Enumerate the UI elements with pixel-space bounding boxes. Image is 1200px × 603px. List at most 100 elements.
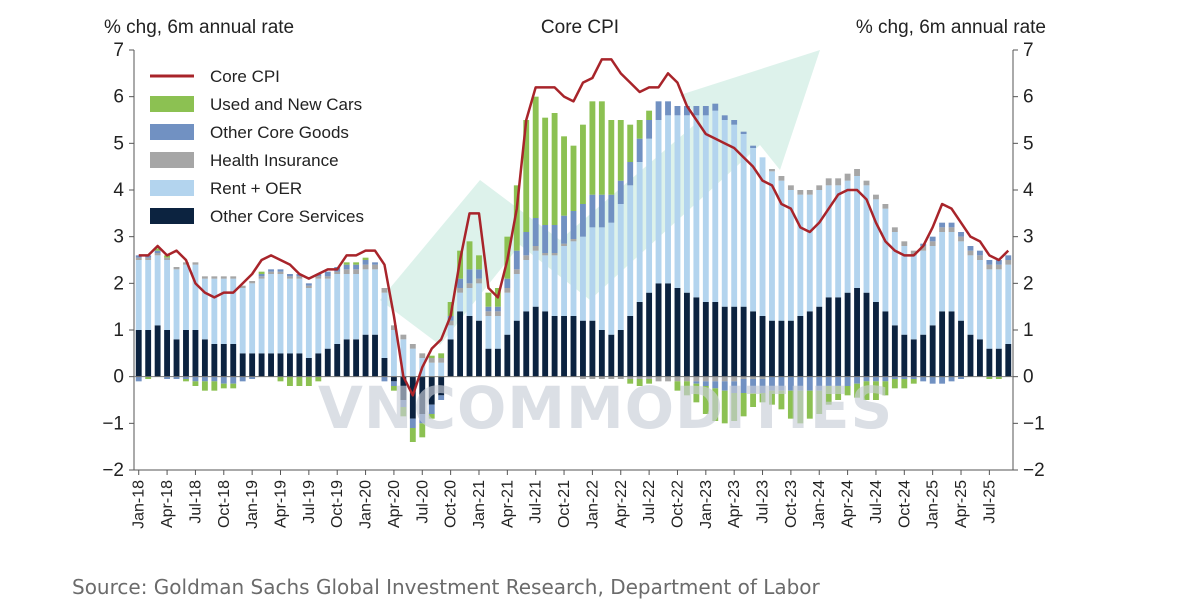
bar-health-insurance <box>854 169 860 176</box>
bar-rent-oer <box>986 269 993 349</box>
bar-other-core-goods <box>598 194 605 228</box>
x-tick-label: Apr-18 <box>159 480 176 528</box>
bar-health-insurance <box>920 246 927 251</box>
bar-other-core-services <box>995 348 1002 377</box>
bar-other-core-services <box>854 288 860 377</box>
bar-health-insurance <box>910 250 917 256</box>
bar-used-and-new-cars-negative <box>769 390 775 405</box>
bar-health-insurance <box>400 334 407 340</box>
bar-rent-oer <box>721 120 728 307</box>
watermark-arrow-icon <box>380 50 820 345</box>
bar-health-insurance <box>787 185 794 190</box>
bar-rent-oer <box>598 227 605 330</box>
bar-other-core-goods-negative <box>230 376 237 384</box>
bar-health-insurance <box>164 257 171 260</box>
bar-other-core-goods-negative <box>825 376 832 386</box>
bar-rent-oer <box>258 278 265 354</box>
bar-other-core-services <box>305 358 312 377</box>
bar-other-core-goods <box>542 225 549 253</box>
bar-rent-oer <box>447 325 454 340</box>
bar-used-and-new-cars-negative <box>305 376 312 386</box>
bar-health-insurance <box>948 227 955 232</box>
bar-used-and-new-cars <box>561 136 567 216</box>
bar-health-insurance <box>1005 260 1012 265</box>
bar-used-and-new-cars <box>362 257 369 260</box>
bar-used-and-new-cars <box>258 271 265 274</box>
y-tick-label-left: 5 <box>113 133 124 154</box>
x-tick-label: Oct-18 <box>216 480 233 528</box>
bar-other-core-goods-negative <box>863 376 870 382</box>
x-tick-label: Jan-18 <box>131 480 148 529</box>
bar-used-and-new-cars-negative <box>287 376 293 386</box>
bar-other-core-goods-negative <box>249 376 256 379</box>
bar-other-core-goods <box>523 232 530 256</box>
bar-rent-oer <box>608 222 615 335</box>
bar-health-insurance-negative <box>759 376 766 379</box>
bar-used-and-new-cars-negative <box>211 381 218 391</box>
bar-used-and-new-cars-negative <box>409 428 416 442</box>
bar-rent-oer <box>211 278 218 344</box>
bar-other-core-services <box>891 325 898 377</box>
bar-used-and-new-cars-negative <box>863 381 870 400</box>
bar-rent-oer <box>787 190 794 321</box>
bar-used-and-new-cars <box>627 124 634 162</box>
bar-other-core-services <box>324 348 331 377</box>
bar-rent-oer <box>674 115 681 288</box>
bar-rent-oer <box>381 292 388 358</box>
x-tick-label: Oct-24 <box>896 480 913 528</box>
bar-other-core-goods-negative <box>400 400 407 407</box>
bar-other-core-services <box>154 325 161 377</box>
bar-other-core-goods <box>268 269 274 272</box>
legend-item-used-and-new-cars: Used and New Cars <box>150 95 362 114</box>
y-tick-label-right: 5 <box>1023 133 1034 154</box>
y-tick-label-left: 2 <box>113 273 124 294</box>
bar-rent-oer <box>400 339 407 377</box>
bar-rent-oer <box>778 180 785 321</box>
bar-other-core-goods-negative <box>419 414 426 424</box>
bar-health-insurance <box>268 271 274 274</box>
bar-health-insurance <box>334 271 341 274</box>
bar-other-core-services <box>920 334 927 377</box>
bar-health-insurance <box>201 276 208 279</box>
bar-other-core-services <box>712 302 719 377</box>
bar-health-insurance <box>863 180 870 186</box>
bar-used-and-new-cars-negative <box>646 379 653 384</box>
bar-used-and-new-cars <box>485 292 492 307</box>
bar-rent-oer <box>409 348 416 377</box>
x-tick-label: Oct-22 <box>669 480 686 528</box>
bar-health-insurance <box>145 257 152 260</box>
bars-layer <box>135 96 1012 442</box>
bar-used-and-new-cars <box>353 262 360 265</box>
bar-used-and-new-cars <box>589 101 596 195</box>
bar-rent-oer <box>372 269 378 335</box>
bar-other-core-goods-negative <box>211 376 218 382</box>
x-tick-label: Oct-19 <box>329 480 346 528</box>
bar-other-core-services <box>627 316 634 377</box>
bar-rent-oer <box>287 278 293 354</box>
bar-other-core-goods-negative <box>797 376 804 391</box>
bar-rent-oer <box>806 194 813 312</box>
bar-rent-oer <box>750 148 757 312</box>
y-tick-label-left: 6 <box>113 87 124 108</box>
x-tick-label: Jan-25 <box>925 480 942 529</box>
bar-other-core-goods-negative <box>173 376 180 379</box>
bar-health-insurance <box>873 194 879 200</box>
bar-used-and-new-cars-negative <box>797 390 804 424</box>
x-tick-label: Jan-24 <box>811 480 828 529</box>
bar-used-and-new-cars-negative <box>428 414 435 419</box>
bar-other-core-services <box>173 339 180 377</box>
bar-other-core-services <box>353 339 360 377</box>
bar-other-core-services <box>343 339 350 377</box>
bar-other-core-services <box>372 334 378 377</box>
legend-item-other-core-services: Other Core Services <box>150 207 364 226</box>
bar-health-insurance <box>476 278 482 284</box>
bar-other-core-goods <box>712 103 719 111</box>
bar-used-and-new-cars <box>532 96 539 218</box>
bar-other-core-services <box>929 325 936 377</box>
bar-health-insurance <box>287 276 293 279</box>
bar-rent-oer <box>173 269 180 340</box>
bar-used-and-new-cars <box>617 120 624 181</box>
y-tick-label-left: 3 <box>113 227 124 248</box>
bar-used-and-new-cars-negative <box>873 381 879 400</box>
